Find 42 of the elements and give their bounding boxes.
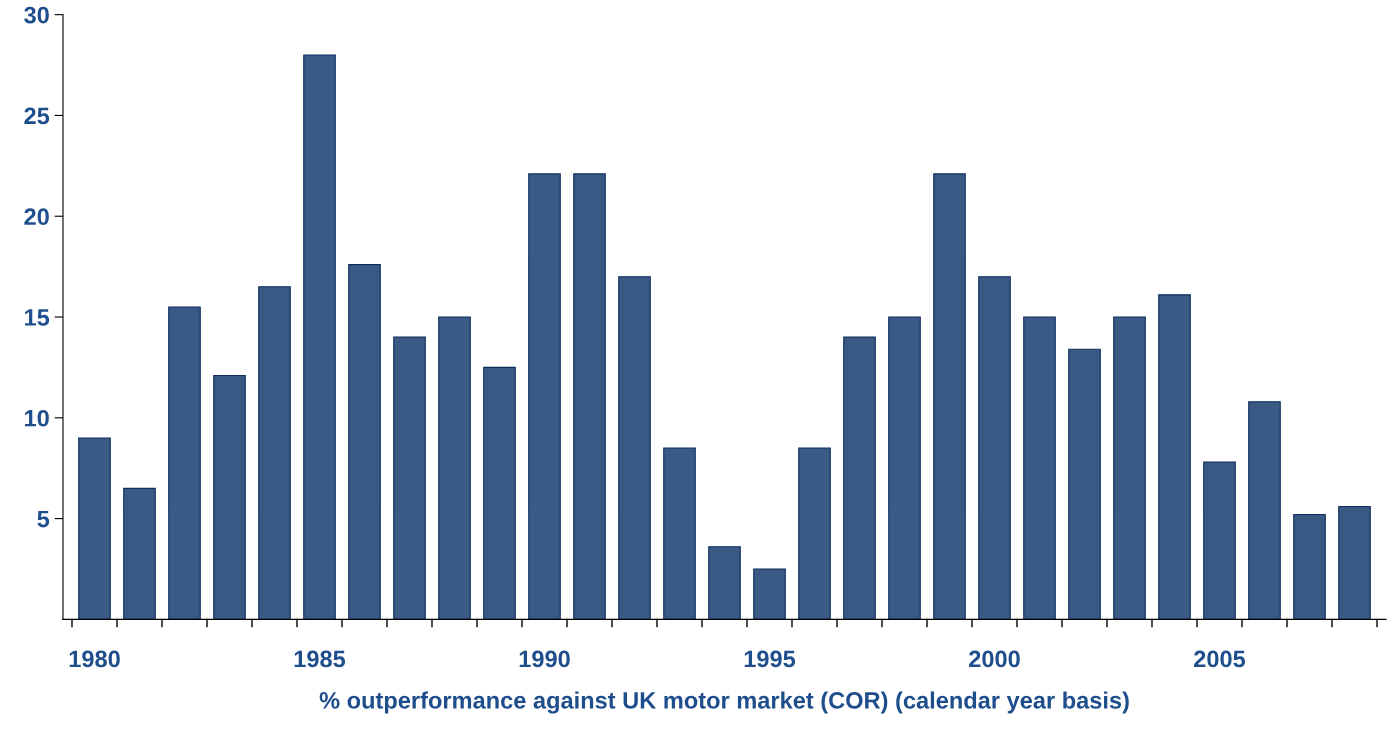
bar (663, 447, 696, 620)
bar (1248, 401, 1281, 620)
bar (303, 54, 336, 620)
bar (483, 366, 516, 620)
bar (78, 437, 111, 620)
bar (348, 264, 381, 620)
bar (1023, 316, 1056, 620)
bar (888, 316, 921, 620)
bar (843, 336, 876, 620)
bar (1113, 316, 1146, 620)
x-tick-label: 1995 (744, 650, 796, 668)
x-tick-label: 1980 (69, 650, 120, 668)
bar (618, 276, 651, 620)
x-tick-label: 2000 (969, 650, 1020, 668)
bar (213, 374, 246, 620)
y-tick-label: 15 (25, 309, 50, 326)
x-tick-label: 1985 (294, 650, 346, 668)
x-tick-label: 1990 (519, 650, 570, 668)
bar (1203, 461, 1236, 620)
y-tick-label: 30 (24, 6, 49, 24)
bar (708, 546, 741, 620)
bar (393, 336, 426, 620)
bar (1068, 348, 1101, 620)
x-axis-title: % outperformance against UK motor market (COR) (calendar year basis) (319, 691, 1129, 714)
y-tick-label: 20 (24, 208, 49, 226)
bar (528, 173, 561, 620)
bar (438, 316, 471, 620)
bar (753, 568, 786, 620)
bar (573, 173, 606, 620)
bar (258, 286, 291, 620)
bar (978, 276, 1011, 620)
x-tick-label: 2005 (1194, 650, 1246, 668)
y-tick-label: 5 (37, 510, 50, 528)
bar (1338, 505, 1371, 620)
bar (1158, 294, 1191, 620)
bar (1293, 514, 1326, 620)
bar (933, 173, 966, 620)
y-tick-label: 25 (24, 107, 50, 125)
bar (123, 487, 156, 620)
bar (168, 306, 201, 620)
bar (798, 447, 831, 620)
y-tick-label: 10 (25, 409, 49, 427)
